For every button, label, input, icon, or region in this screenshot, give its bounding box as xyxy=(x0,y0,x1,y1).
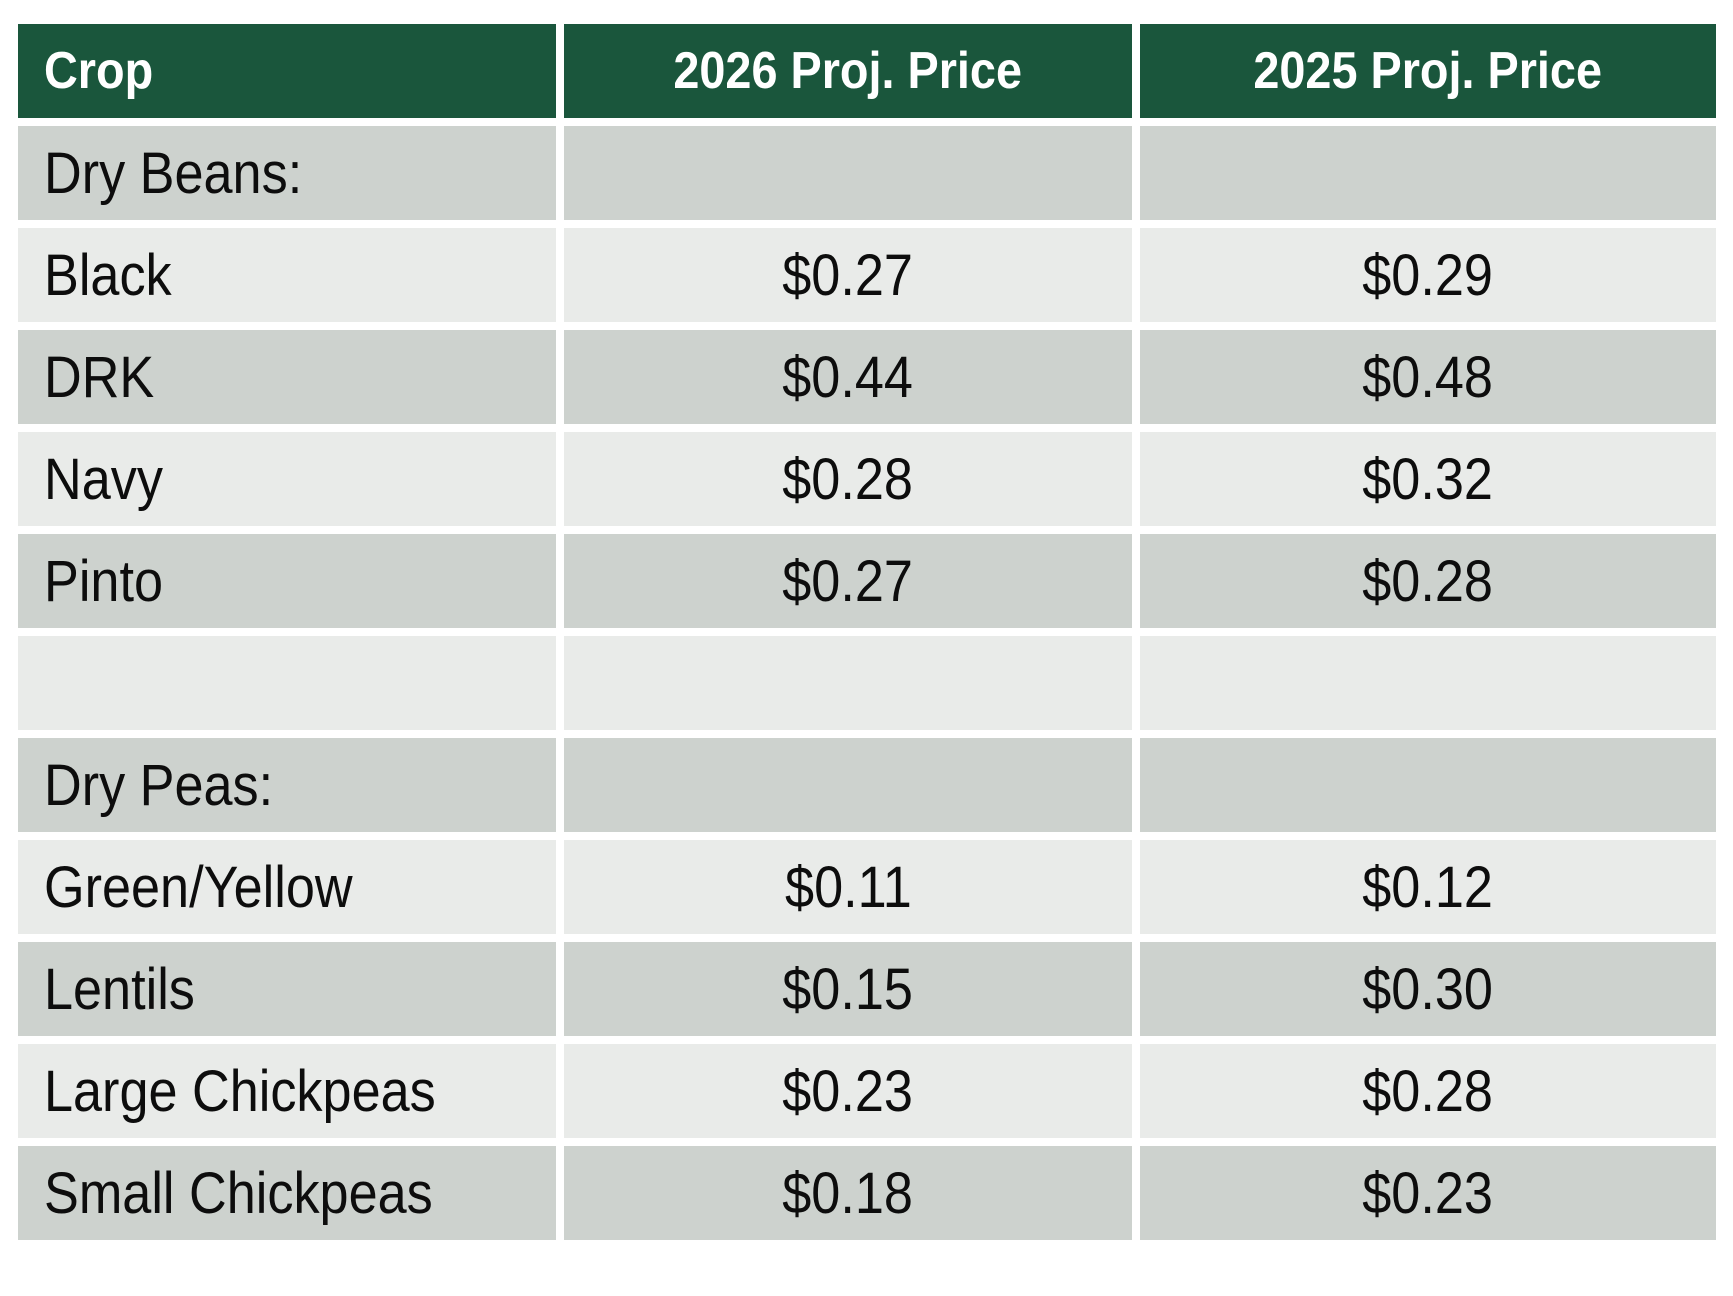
crop-label: Dry Beans: xyxy=(44,140,303,206)
price-2026-cell: $0.27 xyxy=(564,534,1132,628)
price-2025-cell: $0.28 xyxy=(1140,534,1716,628)
row-pinto: Pinto $0.27 $0.28 xyxy=(18,534,1716,628)
crop-cell: DRK xyxy=(18,330,556,424)
header-2025-price-label: 2025 Proj. Price xyxy=(1253,42,1603,100)
row-small-chickpeas: Small Chickpeas $0.18 $0.23 xyxy=(18,1146,1716,1240)
price-2026-cell xyxy=(564,636,1132,730)
price-2025-cell: $0.12 xyxy=(1140,840,1716,934)
crop-cell: Dry Peas: xyxy=(18,738,556,832)
price-value: $0.12 xyxy=(1362,854,1494,920)
crop-label: Lentils xyxy=(44,956,195,1022)
crop-cell xyxy=(18,636,556,730)
price-2025-cell xyxy=(1140,636,1716,730)
crop-cell: Green/Yellow xyxy=(18,840,556,934)
crop-label: Pinto xyxy=(44,548,163,614)
price-2025-cell: $0.30 xyxy=(1140,942,1716,1036)
crop-cell: Navy xyxy=(18,432,556,526)
row-drk: DRK $0.44 $0.48 xyxy=(18,330,1716,424)
row-large-chickpeas: Large Chickpeas $0.23 $0.28 xyxy=(18,1044,1716,1138)
crop-label: Green/Yellow xyxy=(44,854,353,920)
crop-cell: Dry Beans: xyxy=(18,126,556,220)
price-2025-cell xyxy=(1140,126,1716,220)
crop-label: Black xyxy=(44,242,172,308)
price-value: $0.32 xyxy=(1362,446,1494,512)
crop-cell: Pinto xyxy=(18,534,556,628)
price-2025-cell: $0.23 xyxy=(1140,1146,1716,1240)
crop-cell: Black xyxy=(18,228,556,322)
header-2026-price: 2026 Proj. Price xyxy=(564,24,1132,118)
crop-label: Large Chickpeas xyxy=(44,1058,436,1124)
price-value: $0.15 xyxy=(782,956,914,1022)
header-crop-label: Crop xyxy=(44,42,154,100)
table-body: Dry Beans: Black $0.27 $0.29 DRK $0.44 $… xyxy=(18,126,1716,1240)
crop-label: Small Chickpeas xyxy=(44,1160,433,1226)
price-value: $0.23 xyxy=(1362,1160,1494,1226)
crop-price-table: Crop 2026 Proj. Price 2025 Proj. Price D… xyxy=(10,16,1724,1248)
row-spacer xyxy=(18,636,1716,730)
crop-cell: Small Chickpeas xyxy=(18,1146,556,1240)
price-2025-cell: $0.32 xyxy=(1140,432,1716,526)
crop-label: DRK xyxy=(44,344,155,410)
price-value: $0.11 xyxy=(784,854,912,920)
crop-cell: Lentils xyxy=(18,942,556,1036)
crop-label: Dry Peas: xyxy=(44,752,274,818)
row-dry-peas-section: Dry Peas: xyxy=(18,738,1716,832)
header-row: Crop 2026 Proj. Price 2025 Proj. Price xyxy=(18,24,1716,118)
price-value: $0.28 xyxy=(1362,1058,1494,1124)
header-2026-price-label: 2026 Proj. Price xyxy=(673,42,1023,100)
row-dry-beans-section: Dry Beans: xyxy=(18,126,1716,220)
price-2026-cell: $0.15 xyxy=(564,942,1132,1036)
price-value: $0.18 xyxy=(782,1160,914,1226)
price-value: $0.27 xyxy=(782,242,914,308)
price-2026-cell: $0.11 xyxy=(564,840,1132,934)
price-value: $0.28 xyxy=(1362,548,1494,614)
price-2026-cell: $0.28 xyxy=(564,432,1132,526)
price-2026-cell xyxy=(564,738,1132,832)
header-2025-price: 2025 Proj. Price xyxy=(1140,24,1716,118)
price-value: $0.29 xyxy=(1362,242,1494,308)
price-value: $0.44 xyxy=(782,344,914,410)
price-value: $0.48 xyxy=(1362,344,1494,410)
price-2026-cell xyxy=(564,126,1132,220)
crop-cell: Large Chickpeas xyxy=(18,1044,556,1138)
row-green-yellow: Green/Yellow $0.11 $0.12 xyxy=(18,840,1716,934)
price-value: $0.27 xyxy=(782,548,914,614)
price-2025-cell: $0.29 xyxy=(1140,228,1716,322)
price-value: $0.23 xyxy=(782,1058,914,1124)
price-2025-cell xyxy=(1140,738,1716,832)
price-2026-cell: $0.27 xyxy=(564,228,1132,322)
price-2026-cell: $0.18 xyxy=(564,1146,1132,1240)
row-black: Black $0.27 $0.29 xyxy=(18,228,1716,322)
row-navy: Navy $0.28 $0.32 xyxy=(18,432,1716,526)
price-2026-cell: $0.44 xyxy=(564,330,1132,424)
crop-label: Navy xyxy=(44,446,163,512)
row-lentils: Lentils $0.15 $0.30 xyxy=(18,942,1716,1036)
price-value: $0.28 xyxy=(782,446,914,512)
price-2026-cell: $0.23 xyxy=(564,1044,1132,1138)
price-2025-cell: $0.48 xyxy=(1140,330,1716,424)
price-value: $0.30 xyxy=(1362,956,1494,1022)
price-2025-cell: $0.28 xyxy=(1140,1044,1716,1138)
table-header: Crop 2026 Proj. Price 2025 Proj. Price xyxy=(18,24,1716,118)
header-crop: Crop xyxy=(18,24,556,118)
